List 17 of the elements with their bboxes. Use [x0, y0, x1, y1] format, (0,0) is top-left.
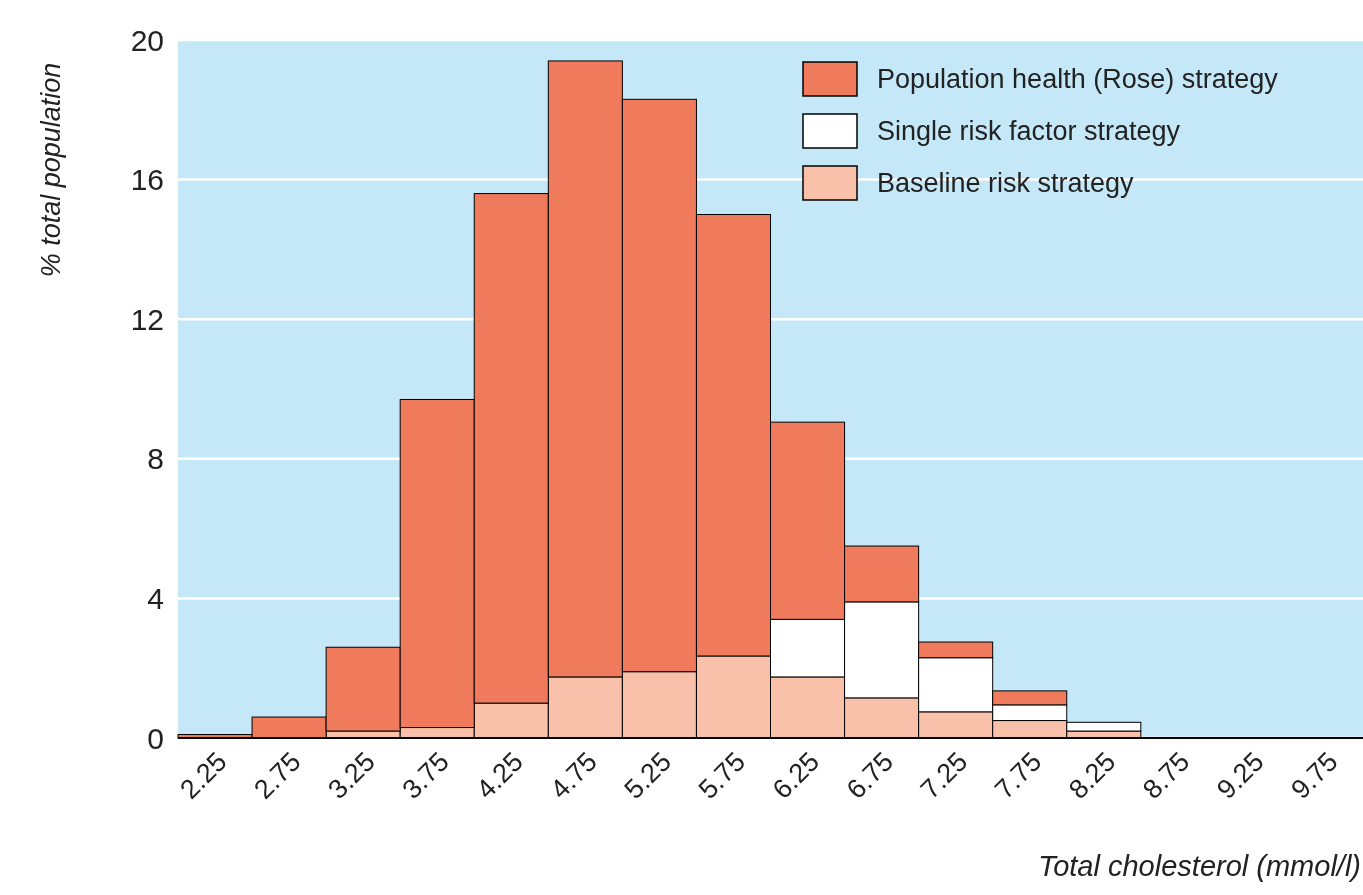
x-tick-label: 6.25 — [766, 746, 826, 805]
y-tick-label: 4 — [147, 581, 164, 615]
y-tick-label: 0 — [147, 721, 164, 755]
x-tick-label: 4.75 — [544, 746, 603, 805]
y-tick-label: 8 — [147, 442, 164, 476]
y-tick-label: 16 — [130, 163, 164, 197]
legend-label: Population health (Rose) strategy — [877, 64, 1279, 95]
y-tick-label: 12 — [130, 302, 164, 336]
x-tick-label: 6.75 — [840, 746, 900, 805]
x-tick-label: 7.75 — [988, 746, 1048, 805]
x-axis-title: Total cholesterol (mmol/l) — [1038, 850, 1361, 882]
legend-label: Baseline risk strategy — [877, 168, 1135, 199]
y-axis-title: % total population — [36, 62, 66, 278]
y-tick-label: 20 — [130, 23, 164, 57]
x-tick-label: 7.25 — [914, 746, 974, 805]
x-tick-label: 4.25 — [470, 746, 529, 805]
legend-label: Single risk factor strategy — [877, 116, 1181, 147]
